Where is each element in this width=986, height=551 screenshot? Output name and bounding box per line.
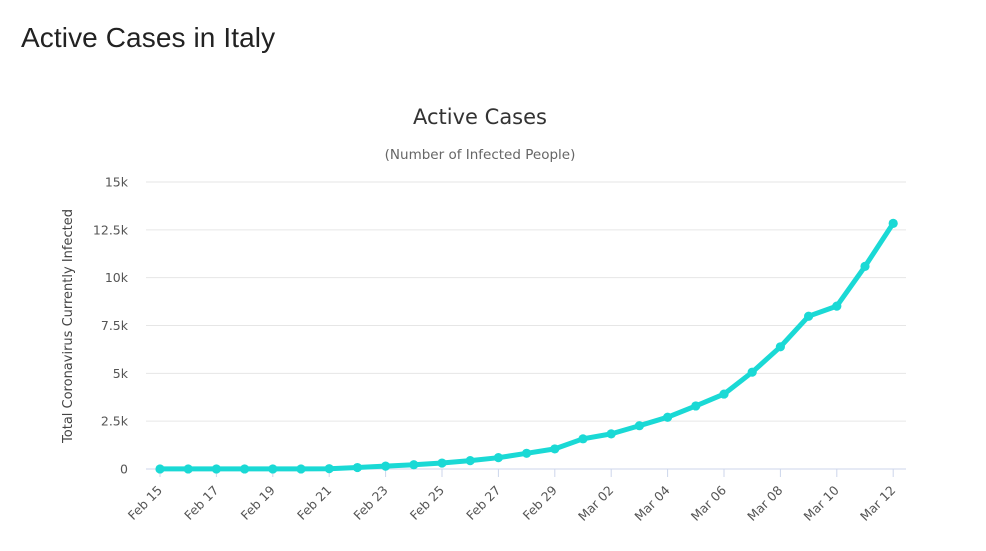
data-point[interactable] bbox=[888, 218, 898, 228]
data-point[interactable] bbox=[606, 429, 616, 439]
y-tick-label: 5k bbox=[113, 366, 129, 381]
chart-title: Active Cases bbox=[413, 105, 547, 129]
x-tick-label: Feb 25 bbox=[407, 483, 447, 523]
x-tick-label: Feb 23 bbox=[350, 483, 390, 523]
data-point[interactable] bbox=[409, 460, 419, 470]
y-tick-label: 10k bbox=[105, 270, 129, 285]
data-point[interactable] bbox=[578, 434, 588, 444]
x-tick-label: Feb 15 bbox=[125, 483, 165, 523]
y-axis-labels: 0 2.5k 5k 7.5k 10k 12.5k 15k bbox=[93, 175, 129, 477]
data-point[interactable] bbox=[437, 458, 447, 468]
x-tick-label: Feb 29 bbox=[520, 482, 560, 522]
data-point[interactable] bbox=[493, 453, 503, 463]
y-tick-label: 12.5k bbox=[93, 222, 129, 237]
y-tick-label: 0 bbox=[120, 462, 128, 477]
data-point[interactable] bbox=[465, 456, 475, 466]
x-tick-label: Feb 21 bbox=[294, 483, 334, 523]
x-tick-label: Mar 08 bbox=[744, 482, 785, 523]
data-point[interactable] bbox=[663, 412, 673, 422]
x-tick-label: Mar 02 bbox=[575, 483, 616, 524]
x-tick-label: Mar 04 bbox=[631, 482, 672, 523]
grid-lines bbox=[146, 181, 906, 422]
data-point[interactable] bbox=[381, 461, 391, 471]
series-active-cases bbox=[155, 218, 898, 474]
x-tick-label: Mar 12 bbox=[857, 483, 898, 524]
data-point[interactable] bbox=[634, 421, 645, 431]
x-tick-label: Mar 10 bbox=[801, 482, 842, 523]
y-tick-label: 15k bbox=[105, 175, 129, 190]
data-point[interactable] bbox=[522, 448, 532, 458]
data-point[interactable] bbox=[352, 462, 362, 473]
data-point[interactable] bbox=[860, 261, 870, 271]
data-point[interactable] bbox=[296, 464, 306, 474]
data-point[interactable] bbox=[240, 464, 250, 474]
data-point[interactable] bbox=[324, 464, 334, 474]
x-tick-label: Feb 27 bbox=[463, 483, 503, 523]
data-point[interactable] bbox=[719, 389, 729, 399]
data-point[interactable] bbox=[804, 311, 814, 321]
page-title: Active Cases in Italy bbox=[21, 22, 276, 53]
data-point[interactable] bbox=[747, 367, 757, 377]
data-point[interactable] bbox=[775, 342, 786, 352]
data-point[interactable] bbox=[691, 401, 701, 411]
data-point[interactable] bbox=[268, 464, 278, 474]
data-point[interactable] bbox=[211, 464, 221, 474]
y-tick-label: 2.5k bbox=[101, 414, 129, 429]
data-point[interactable] bbox=[183, 464, 193, 474]
x-tick-label: Feb 17 bbox=[181, 483, 221, 523]
x-tick-label: Feb 19 bbox=[238, 482, 278, 522]
x-axis-labels: Feb 15 Feb 17 Feb 19 Feb 21 Feb 23 Feb 25 Feb … bbox=[125, 482, 899, 523]
chart-subtitle: (Number of Infected People) bbox=[385, 147, 576, 163]
x-tick-label: Mar 06 bbox=[688, 482, 729, 523]
data-point[interactable] bbox=[832, 301, 842, 311]
y-axis-title: Total Coronavirus Currently Infected bbox=[61, 209, 76, 444]
data-point[interactable] bbox=[550, 444, 560, 454]
data-point[interactable] bbox=[155, 464, 165, 474]
y-tick-label: 7.5k bbox=[101, 318, 129, 333]
